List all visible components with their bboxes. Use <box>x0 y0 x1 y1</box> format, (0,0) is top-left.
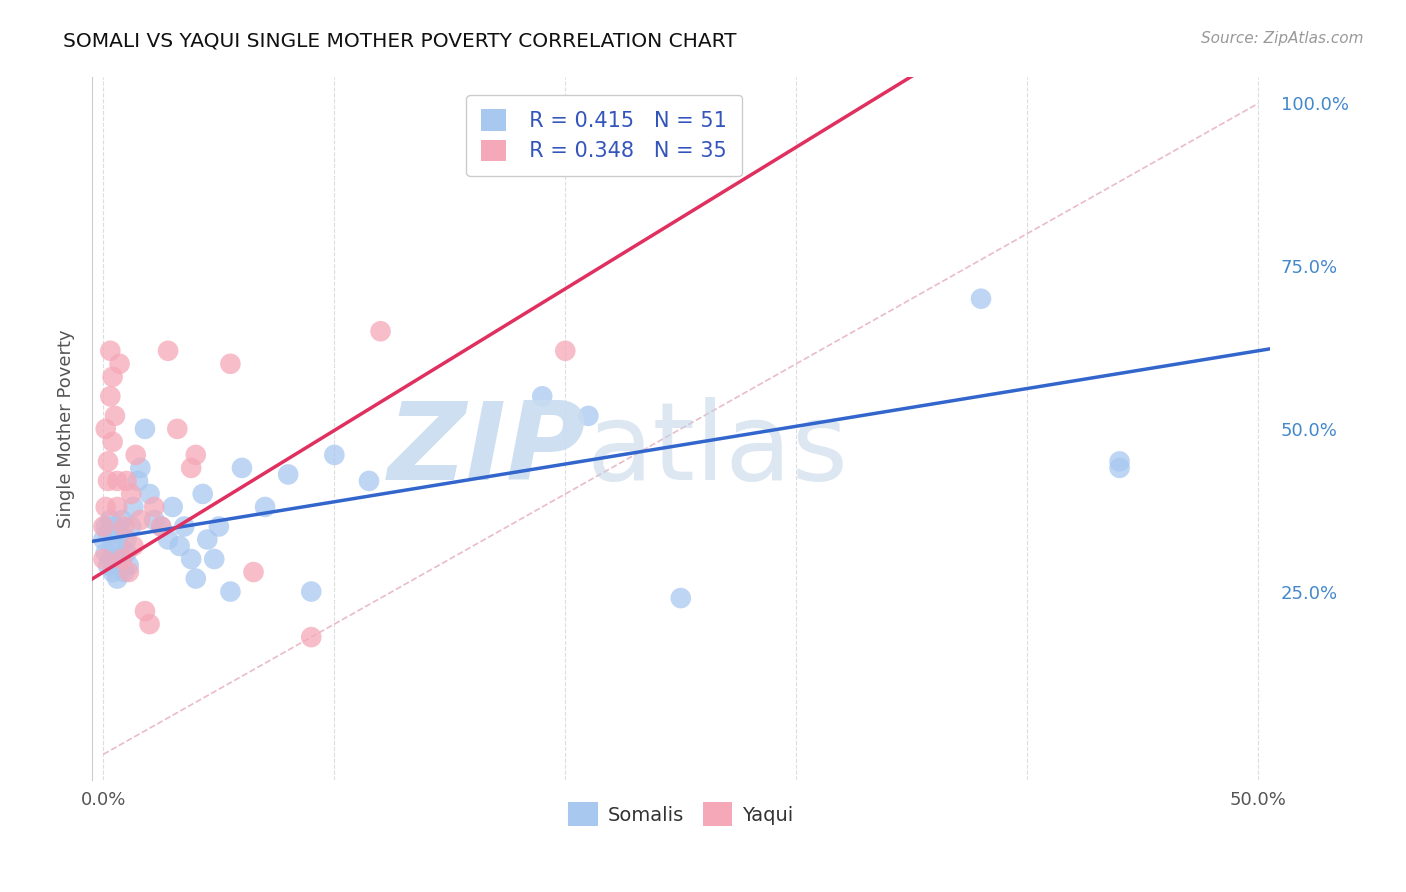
Point <box>191 487 214 501</box>
Point <box>115 545 138 559</box>
Point <box>162 500 184 514</box>
Point <box>115 474 138 488</box>
Point <box>202 552 225 566</box>
Y-axis label: Single Mother Poverty: Single Mother Poverty <box>58 329 75 528</box>
Point <box>129 461 152 475</box>
Point <box>219 357 242 371</box>
Point <box>118 565 141 579</box>
Point <box>111 513 134 527</box>
Point <box>299 630 322 644</box>
Text: atlas: atlas <box>586 397 849 503</box>
Point <box>120 487 142 501</box>
Point <box>122 500 145 514</box>
Point <box>93 533 115 547</box>
Point <box>208 519 231 533</box>
Point <box>184 448 207 462</box>
Point <box>98 389 121 403</box>
Point <box>370 324 392 338</box>
Point <box>180 461 202 475</box>
Point <box>97 454 120 468</box>
Point <box>94 519 117 533</box>
Point <box>299 584 322 599</box>
Point <box>98 552 121 566</box>
Point <box>219 584 242 599</box>
Point <box>195 533 218 547</box>
Point <box>94 500 117 514</box>
Point <box>98 343 121 358</box>
Point <box>94 545 117 559</box>
Point <box>357 474 380 488</box>
Point <box>101 369 124 384</box>
Point <box>254 500 277 514</box>
Point <box>101 565 124 579</box>
Point <box>1108 454 1130 468</box>
Point <box>531 389 554 403</box>
Point <box>98 513 121 527</box>
Text: ZIP: ZIP <box>388 397 586 503</box>
Point <box>242 565 264 579</box>
Text: SOMALI VS YAQUI SINGLE MOTHER POVERTY CORRELATION CHART: SOMALI VS YAQUI SINGLE MOTHER POVERTY CO… <box>63 31 737 50</box>
Point <box>93 552 115 566</box>
Point <box>323 448 346 462</box>
Point <box>104 519 127 533</box>
Point <box>157 533 180 547</box>
Point <box>173 519 195 533</box>
Point <box>1108 461 1130 475</box>
Point <box>554 343 576 358</box>
Point <box>277 467 299 482</box>
Point <box>138 487 160 501</box>
Point <box>184 572 207 586</box>
Point <box>669 591 692 605</box>
Point <box>970 292 993 306</box>
Point <box>105 474 128 488</box>
Legend: Somalis, Yaqui: Somalis, Yaqui <box>561 795 801 834</box>
Point <box>180 552 202 566</box>
Point <box>150 519 173 533</box>
Point <box>93 519 115 533</box>
Point <box>105 572 128 586</box>
Point <box>112 519 135 533</box>
Point <box>150 519 173 533</box>
Point <box>105 500 128 514</box>
Point <box>104 552 127 566</box>
Point <box>104 409 127 423</box>
Point <box>169 539 191 553</box>
Point <box>138 617 160 632</box>
Point <box>231 461 253 475</box>
Point <box>115 533 138 547</box>
Point <box>101 434 124 449</box>
Point <box>127 474 149 488</box>
Point <box>101 539 124 553</box>
Point <box>94 422 117 436</box>
Point <box>134 604 156 618</box>
Point <box>143 500 166 514</box>
Point <box>576 409 599 423</box>
Point <box>112 565 135 579</box>
Point <box>120 519 142 533</box>
Point <box>97 526 120 541</box>
Point <box>166 422 188 436</box>
Point <box>105 526 128 541</box>
Point <box>108 357 131 371</box>
Point <box>111 552 134 566</box>
Text: Source: ZipAtlas.com: Source: ZipAtlas.com <box>1201 31 1364 46</box>
Point <box>143 513 166 527</box>
Point <box>97 474 120 488</box>
Point <box>134 422 156 436</box>
Point <box>118 558 141 573</box>
Point <box>129 513 152 527</box>
Point <box>157 343 180 358</box>
Point <box>111 552 134 566</box>
Point <box>97 558 120 573</box>
Point <box>125 448 148 462</box>
Point <box>108 539 131 553</box>
Point <box>122 539 145 553</box>
